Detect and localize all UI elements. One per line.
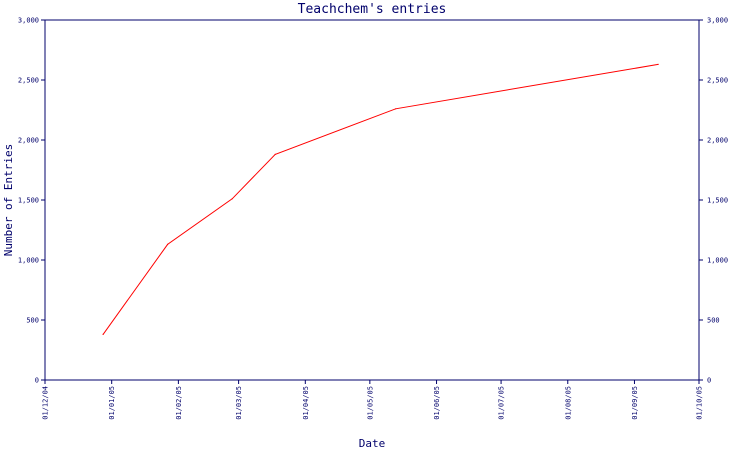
series-line — [102, 63, 659, 335]
x-tick-label: 01/03/05 — [235, 386, 243, 420]
data-point — [231, 198, 233, 200]
y-tick-label-right: 3,000 — [707, 17, 728, 25]
y-tick-label-left: 1,000 — [18, 257, 39, 265]
y-tick-label-right: 0 — [707, 377, 711, 385]
y-axis-label: Number of Entries — [2, 144, 15, 257]
data-point — [274, 153, 276, 155]
y-tick-label-left: 2,000 — [18, 137, 39, 145]
x-tick-label: 01/08/05 — [564, 386, 572, 420]
y-tick-label-right: 500 — [707, 317, 720, 325]
chart-title: Teachchem's entries — [298, 2, 447, 17]
y-tick-label-right: 2,500 — [707, 77, 728, 85]
series-layer — [102, 63, 659, 335]
y-tick-label-right: 2,000 — [707, 137, 728, 145]
data-point — [395, 108, 397, 110]
x-tick-label: 01/09/05 — [631, 386, 639, 420]
x-tick-label: 01/10/05 — [696, 386, 704, 420]
x-tick-label: 01/06/05 — [433, 386, 441, 420]
y-tick-label-left: 3,000 — [18, 17, 39, 25]
y-tick-label-left: 500 — [26, 317, 39, 325]
y-tick-label-right: 1,500 — [707, 197, 728, 205]
y-axis-right: 0 500 1,000 1,500 2,000 2,500 3,000 — [699, 17, 728, 385]
x-tick-label: 01/01/05 — [108, 386, 116, 420]
data-point — [167, 243, 169, 245]
y-tick-label-left: 1,500 — [18, 197, 39, 205]
x-tick-label: 01/07/05 — [498, 386, 506, 420]
y-axis-left: 0 500 1,000 1,500 2,000 2,500 3,000 — [18, 17, 45, 385]
x-tick-label: 01/12/04 — [42, 386, 50, 420]
x-axis-label: Date — [359, 437, 386, 450]
data-point — [102, 333, 104, 335]
x-tick-label: 01/02/05 — [175, 386, 183, 420]
data-point — [657, 63, 659, 65]
x-axis: 01/12/04 01/01/05 01/02/05 01/03/05 01/04/05… — [42, 380, 704, 420]
x-tick-label: 01/05/05 — [366, 386, 374, 420]
y-tick-label-right: 1,000 — [707, 257, 728, 265]
y-tick-label-left: 0 — [35, 377, 39, 385]
y-tick-label-left: 2,500 — [18, 77, 39, 85]
x-tick-label: 01/04/05 — [302, 386, 310, 420]
